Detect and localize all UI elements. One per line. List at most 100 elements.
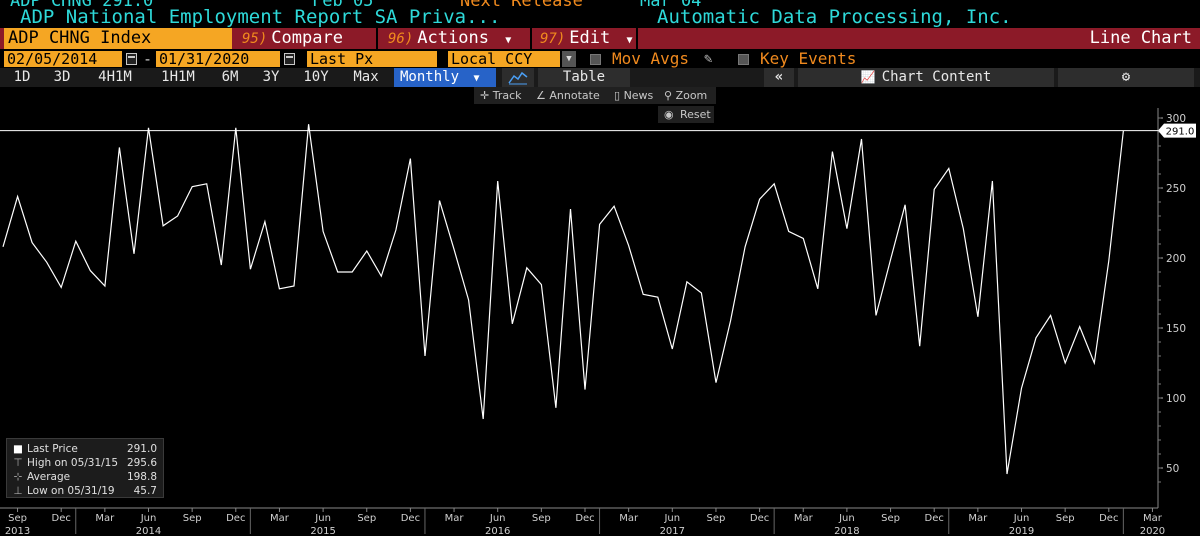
- x-tick-label: Mar: [270, 513, 290, 524]
- double-chevron-left-icon[interactable]: «: [764, 68, 794, 87]
- zoom-icon: ⚲: [664, 89, 673, 102]
- chart-legend: ■ Last Price 291.0 ⊤ High on 05/31/15 29…: [6, 438, 164, 498]
- table-button[interactable]: Table: [538, 68, 630, 87]
- calendar-icon[interactable]: [284, 53, 295, 65]
- key-events-label: Key Events: [760, 50, 857, 68]
- legend-last-price: ■ Last Price 291.0: [7, 442, 163, 456]
- range-10y-button[interactable]: 10Y: [303, 69, 329, 85]
- legend-value: 198.8: [126, 471, 157, 483]
- edit-num: 97): [540, 31, 566, 47]
- chevron-down-icon: ▼: [626, 35, 633, 46]
- compare-button[interactable]: 95) Compare: [236, 28, 378, 49]
- date-separator: -: [143, 50, 153, 68]
- range-1d-button[interactable]: 1D: [13, 69, 31, 85]
- x-tick-label: Dec: [52, 513, 71, 524]
- actions-num: 96): [388, 31, 414, 47]
- gear-icon[interactable]: ⚙: [1058, 68, 1194, 87]
- chart-toolbar: ✛ Track ∠ Annotate ▯ News ⚲ Zoom: [474, 87, 716, 104]
- chevron-down-icon[interactable]: ▼: [562, 51, 576, 67]
- news-button[interactable]: ▯ News: [614, 87, 653, 104]
- x-tick-label: Jun: [140, 513, 157, 524]
- x-tick-label: Dec: [1099, 513, 1118, 524]
- x-tick-label: Mar: [1143, 513, 1163, 524]
- crosshair-icon: ✛: [480, 89, 490, 102]
- range-3y-button[interactable]: 3Y: [262, 69, 280, 85]
- currency-select[interactable]: Local CCY: [448, 51, 560, 67]
- legend-value: 295.6: [126, 457, 157, 469]
- price-field-select[interactable]: Last Px: [307, 51, 437, 67]
- actions-label: Actions: [417, 28, 489, 48]
- start-date-field[interactable]: 02/05/2014: [4, 51, 122, 67]
- chart-type-label: Line Chart: [1089, 28, 1192, 48]
- y-tick-label: 250: [1166, 183, 1186, 195]
- x-tick-label: Dec: [925, 513, 944, 524]
- x-tick-label: Sep: [357, 513, 376, 524]
- edit-button[interactable]: 97) Edit ▼: [534, 28, 638, 49]
- x-tick-label: Sep: [532, 513, 551, 524]
- compare-num: 95): [242, 31, 268, 47]
- legend-label: Last Price: [27, 443, 78, 455]
- track-label: Track: [492, 89, 522, 102]
- average-marker-icon: ⊹: [13, 471, 23, 483]
- periodicity-label: Monthly: [400, 69, 460, 85]
- x-tick-label: Dec: [401, 513, 420, 524]
- x-tick-label: Mar: [445, 513, 465, 524]
- chevron-down-icon: ▼: [473, 73, 480, 84]
- news-label: News: [623, 89, 654, 102]
- line-chart-icon[interactable]: [502, 68, 534, 87]
- x-tick-label: Mar: [794, 513, 814, 524]
- low-marker-icon: ⊥: [13, 485, 23, 497]
- x-tick-label: Sep: [707, 513, 726, 524]
- annotate-button[interactable]: ∠ Annotate: [536, 87, 600, 104]
- range-6m-button[interactable]: 6M: [221, 69, 239, 85]
- high-marker-icon: ⊤: [13, 457, 23, 469]
- y-tick-label: 150: [1166, 323, 1186, 335]
- mov-avgs-label: Mov Avgs: [612, 50, 690, 68]
- track-button[interactable]: ✛ Track: [480, 87, 522, 104]
- y-tick-label: 200: [1166, 253, 1186, 265]
- key-events-checkbox[interactable]: [738, 54, 749, 65]
- range-3d-button[interactable]: 3D: [53, 69, 71, 85]
- calendar-icon[interactable]: [126, 53, 137, 65]
- chart-content-button[interactable]: 📈 Chart Content: [798, 68, 1054, 87]
- x-tick-label: Mar: [619, 513, 639, 524]
- x-year-label: 2015: [310, 526, 335, 536]
- reset-button[interactable]: ◉ Reset: [658, 106, 714, 123]
- header-cut-text: Mar 04: [640, 0, 701, 9]
- pencil-icon[interactable]: ✎: [704, 51, 713, 67]
- y-tick-label: 50: [1166, 463, 1179, 475]
- zoom-label: Zoom: [675, 89, 708, 102]
- range-1h1m-button[interactable]: 1H1M: [161, 69, 195, 85]
- settings-row: 02/05/2014 - 01/31/2020 Last Px Local CC…: [0, 50, 1200, 68]
- title-row: ADP National Employment Report SA Priva.…: [0, 6, 1200, 30]
- x-tick-label: Dec: [750, 513, 769, 524]
- header-cut-text: Next Release: [460, 0, 583, 9]
- range-4h1m-button[interactable]: 4H1M: [98, 69, 132, 85]
- company-name: Automatic Data Processing, Inc.: [657, 6, 1012, 28]
- x-tick-label: Mar: [95, 513, 115, 524]
- x-tick-label: Mar: [968, 513, 988, 524]
- periodicity-select[interactable]: Monthly ▼: [394, 68, 496, 87]
- legend-label: Low on 05/31/19: [27, 485, 115, 497]
- top-header-strip: ADP CHNG 291.0 Feb 05 Next Release Mar 0…: [0, 0, 1200, 9]
- actions-button[interactable]: 96) Actions ▼: [382, 28, 532, 49]
- x-year-label: 2019: [1009, 526, 1034, 536]
- range-bar: 1D 3D 4H1M 1H1M 6M 3Y 10Y Max Monthly ▼ …: [0, 68, 1200, 87]
- x-tick-label: Jun: [489, 513, 506, 524]
- zoom-button[interactable]: ⚲ Zoom: [664, 87, 707, 104]
- legend-high: ⊤ High on 05/31/15 295.6: [7, 456, 163, 470]
- security-title: ADP National Employment Report SA Priva.…: [20, 6, 501, 28]
- x-tick-label: Dec: [226, 513, 245, 524]
- x-year-label: 2018: [834, 526, 859, 536]
- x-year-label: 2016: [485, 526, 510, 536]
- last-price-tag-label: 291.0: [1166, 127, 1195, 138]
- y-tick-label: 100: [1166, 393, 1186, 405]
- last-price-tag: [1158, 123, 1196, 138]
- legend-value: 45.7: [133, 485, 157, 497]
- mov-avgs-checkbox[interactable]: [590, 54, 601, 65]
- x-tick-label: Sep: [8, 513, 27, 524]
- reset-icon: ◉: [664, 108, 674, 121]
- ticker-field[interactable]: ADP CHNG Index: [4, 28, 232, 49]
- end-date-field[interactable]: 01/31/2020: [156, 51, 280, 67]
- range-max-button[interactable]: Max: [353, 69, 379, 85]
